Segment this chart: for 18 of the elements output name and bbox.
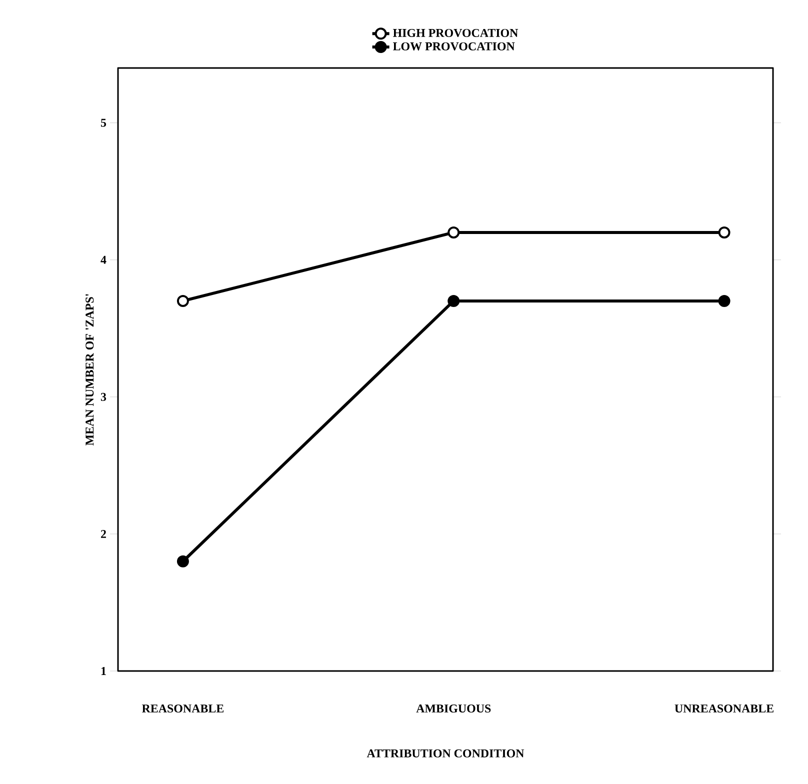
point	[718, 294, 730, 307]
point	[448, 226, 460, 238]
y-tick-label: 2	[101, 530, 106, 538]
x-axis-title: ATTRIBUTION CONDITION	[366, 749, 524, 758]
point	[176, 294, 189, 307]
x-tick-label: UNREASONABLE	[674, 704, 774, 713]
y-axis-title: MEAN NUMBER OF 'ZAPS'	[86, 294, 94, 446]
legend-label: LOW PROVOCATION	[393, 42, 515, 50]
point	[176, 555, 189, 568]
y-tick-label: 3	[100, 392, 106, 401]
point	[718, 226, 730, 238]
x-tick-label: AMBIGUOUS	[416, 704, 491, 713]
legend-label: HIGH PROVOCATION	[393, 28, 518, 38]
x-tick-label: REASONABLE	[142, 704, 224, 713]
y-tick-label: 1	[101, 667, 106, 675]
point	[448, 294, 460, 307]
y-tick-label: 4	[100, 256, 106, 264]
y-tick-label: 5	[100, 118, 106, 127]
